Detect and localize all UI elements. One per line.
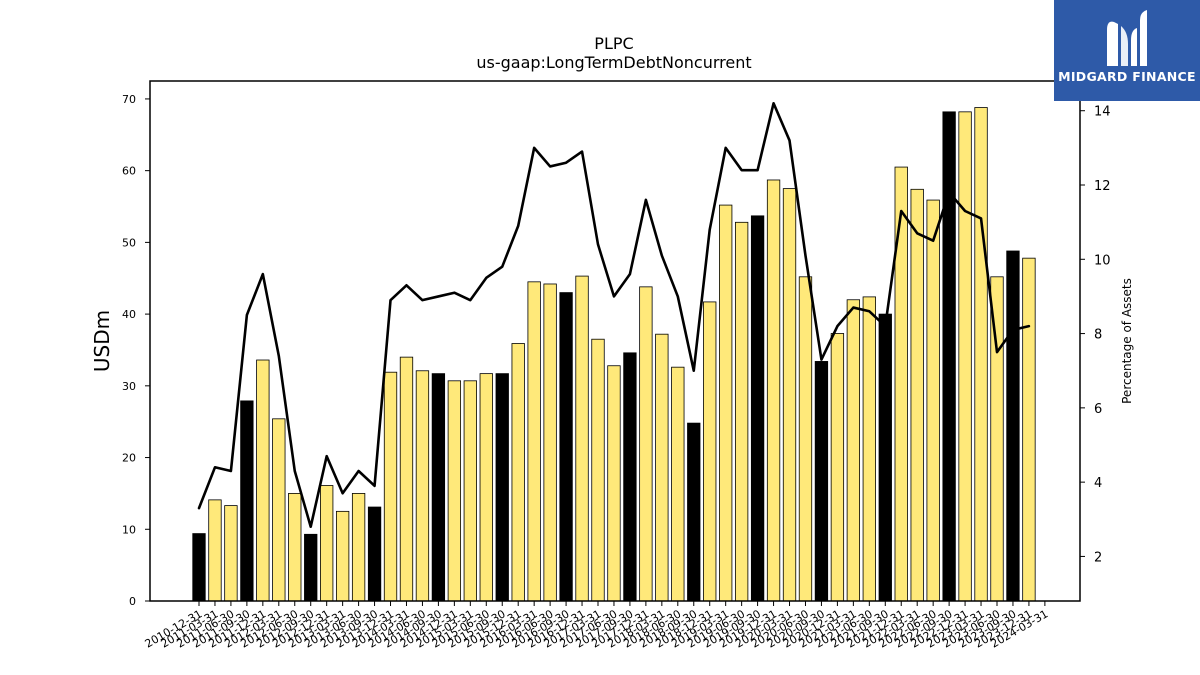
bar — [575, 275, 589, 602]
bar — [846, 299, 861, 602]
y-tick-label: 50 — [122, 236, 136, 249]
bar — [894, 166, 908, 602]
bar — [814, 361, 829, 602]
bar — [623, 352, 637, 602]
bar — [798, 276, 813, 602]
bar — [240, 400, 254, 602]
bar — [607, 365, 621, 602]
bar — [543, 283, 557, 602]
chart-title: PLPC — [594, 34, 633, 53]
bar — [272, 418, 286, 602]
bar — [335, 510, 350, 602]
bar — [431, 373, 446, 602]
bar — [734, 221, 749, 602]
y2-tick-label: 12 — [1094, 179, 1111, 194]
bars-layer — [192, 107, 1036, 602]
bar — [1022, 257, 1036, 602]
bar — [766, 179, 781, 602]
bar — [351, 493, 366, 602]
bar — [463, 380, 477, 602]
bar — [367, 506, 382, 602]
bar — [192, 533, 206, 602]
bar — [288, 493, 302, 602]
bar — [862, 296, 876, 602]
y2-tick-label: 8 — [1094, 328, 1102, 343]
percentage-of-assets-line — [197, 101, 1031, 529]
bar — [559, 292, 573, 602]
y2-tick-label: 2 — [1094, 550, 1102, 565]
bar — [399, 356, 414, 602]
bar — [910, 188, 924, 602]
chart-subtitle: us-gaap:LongTermDebtNoncurrent — [476, 53, 751, 72]
midgard-finance-logo: MIDGARD FINANCE — [1054, 0, 1200, 101]
y-tick-label: 20 — [122, 452, 136, 465]
bar — [447, 380, 462, 602]
bar — [383, 371, 398, 602]
bar — [687, 422, 701, 602]
y2-tick-label: 14 — [1094, 105, 1111, 120]
bar — [256, 359, 270, 602]
y2-tick-label: 10 — [1094, 253, 1111, 268]
bar — [703, 301, 717, 602]
y2-axis-label: Percentage of Assets — [1120, 278, 1134, 404]
y-tick-label: 70 — [122, 93, 136, 106]
bar — [304, 533, 318, 602]
y-tick-label: 30 — [122, 380, 136, 393]
bar — [974, 107, 988, 602]
bar — [671, 366, 685, 602]
bar — [320, 485, 334, 602]
y-tick-label: 0 — [129, 595, 136, 608]
bar — [942, 111, 956, 602]
y-axis-label: USDm — [90, 310, 114, 372]
logo-text: MIDGARD FINANCE — [1058, 69, 1196, 84]
bar — [511, 343, 525, 602]
plot-frame — [149, 80, 1081, 602]
bar — [591, 338, 605, 602]
bar — [1006, 250, 1020, 602]
y-tick-label: 60 — [122, 165, 136, 178]
bar — [639, 286, 653, 602]
bar — [750, 215, 765, 602]
bar — [719, 204, 733, 602]
bar — [958, 111, 972, 602]
bar — [415, 370, 430, 602]
bar — [926, 199, 940, 602]
y2-tick-label: 4 — [1094, 476, 1102, 491]
bar — [878, 313, 892, 602]
midgard-m-logo-icon — [1107, 10, 1147, 66]
bar — [224, 505, 238, 602]
bar — [479, 373, 493, 602]
bar — [527, 281, 541, 602]
y2-tick-label: 6 — [1094, 402, 1102, 417]
bar — [830, 333, 845, 602]
y-axis-left: 0 10 20 30 40 50 60 70 — [122, 93, 150, 608]
y-axis-right: 2 4 6 8 10 12 14 — [1080, 105, 1111, 565]
bar — [495, 373, 509, 602]
y-tick-label: 40 — [122, 308, 136, 321]
bar — [655, 333, 669, 602]
y-tick-label: 10 — [122, 523, 136, 536]
x-axis: 2010-12-312011-03-312011-06-302011-09-30… — [143, 601, 1050, 651]
bar — [208, 499, 222, 602]
bar — [782, 188, 797, 602]
